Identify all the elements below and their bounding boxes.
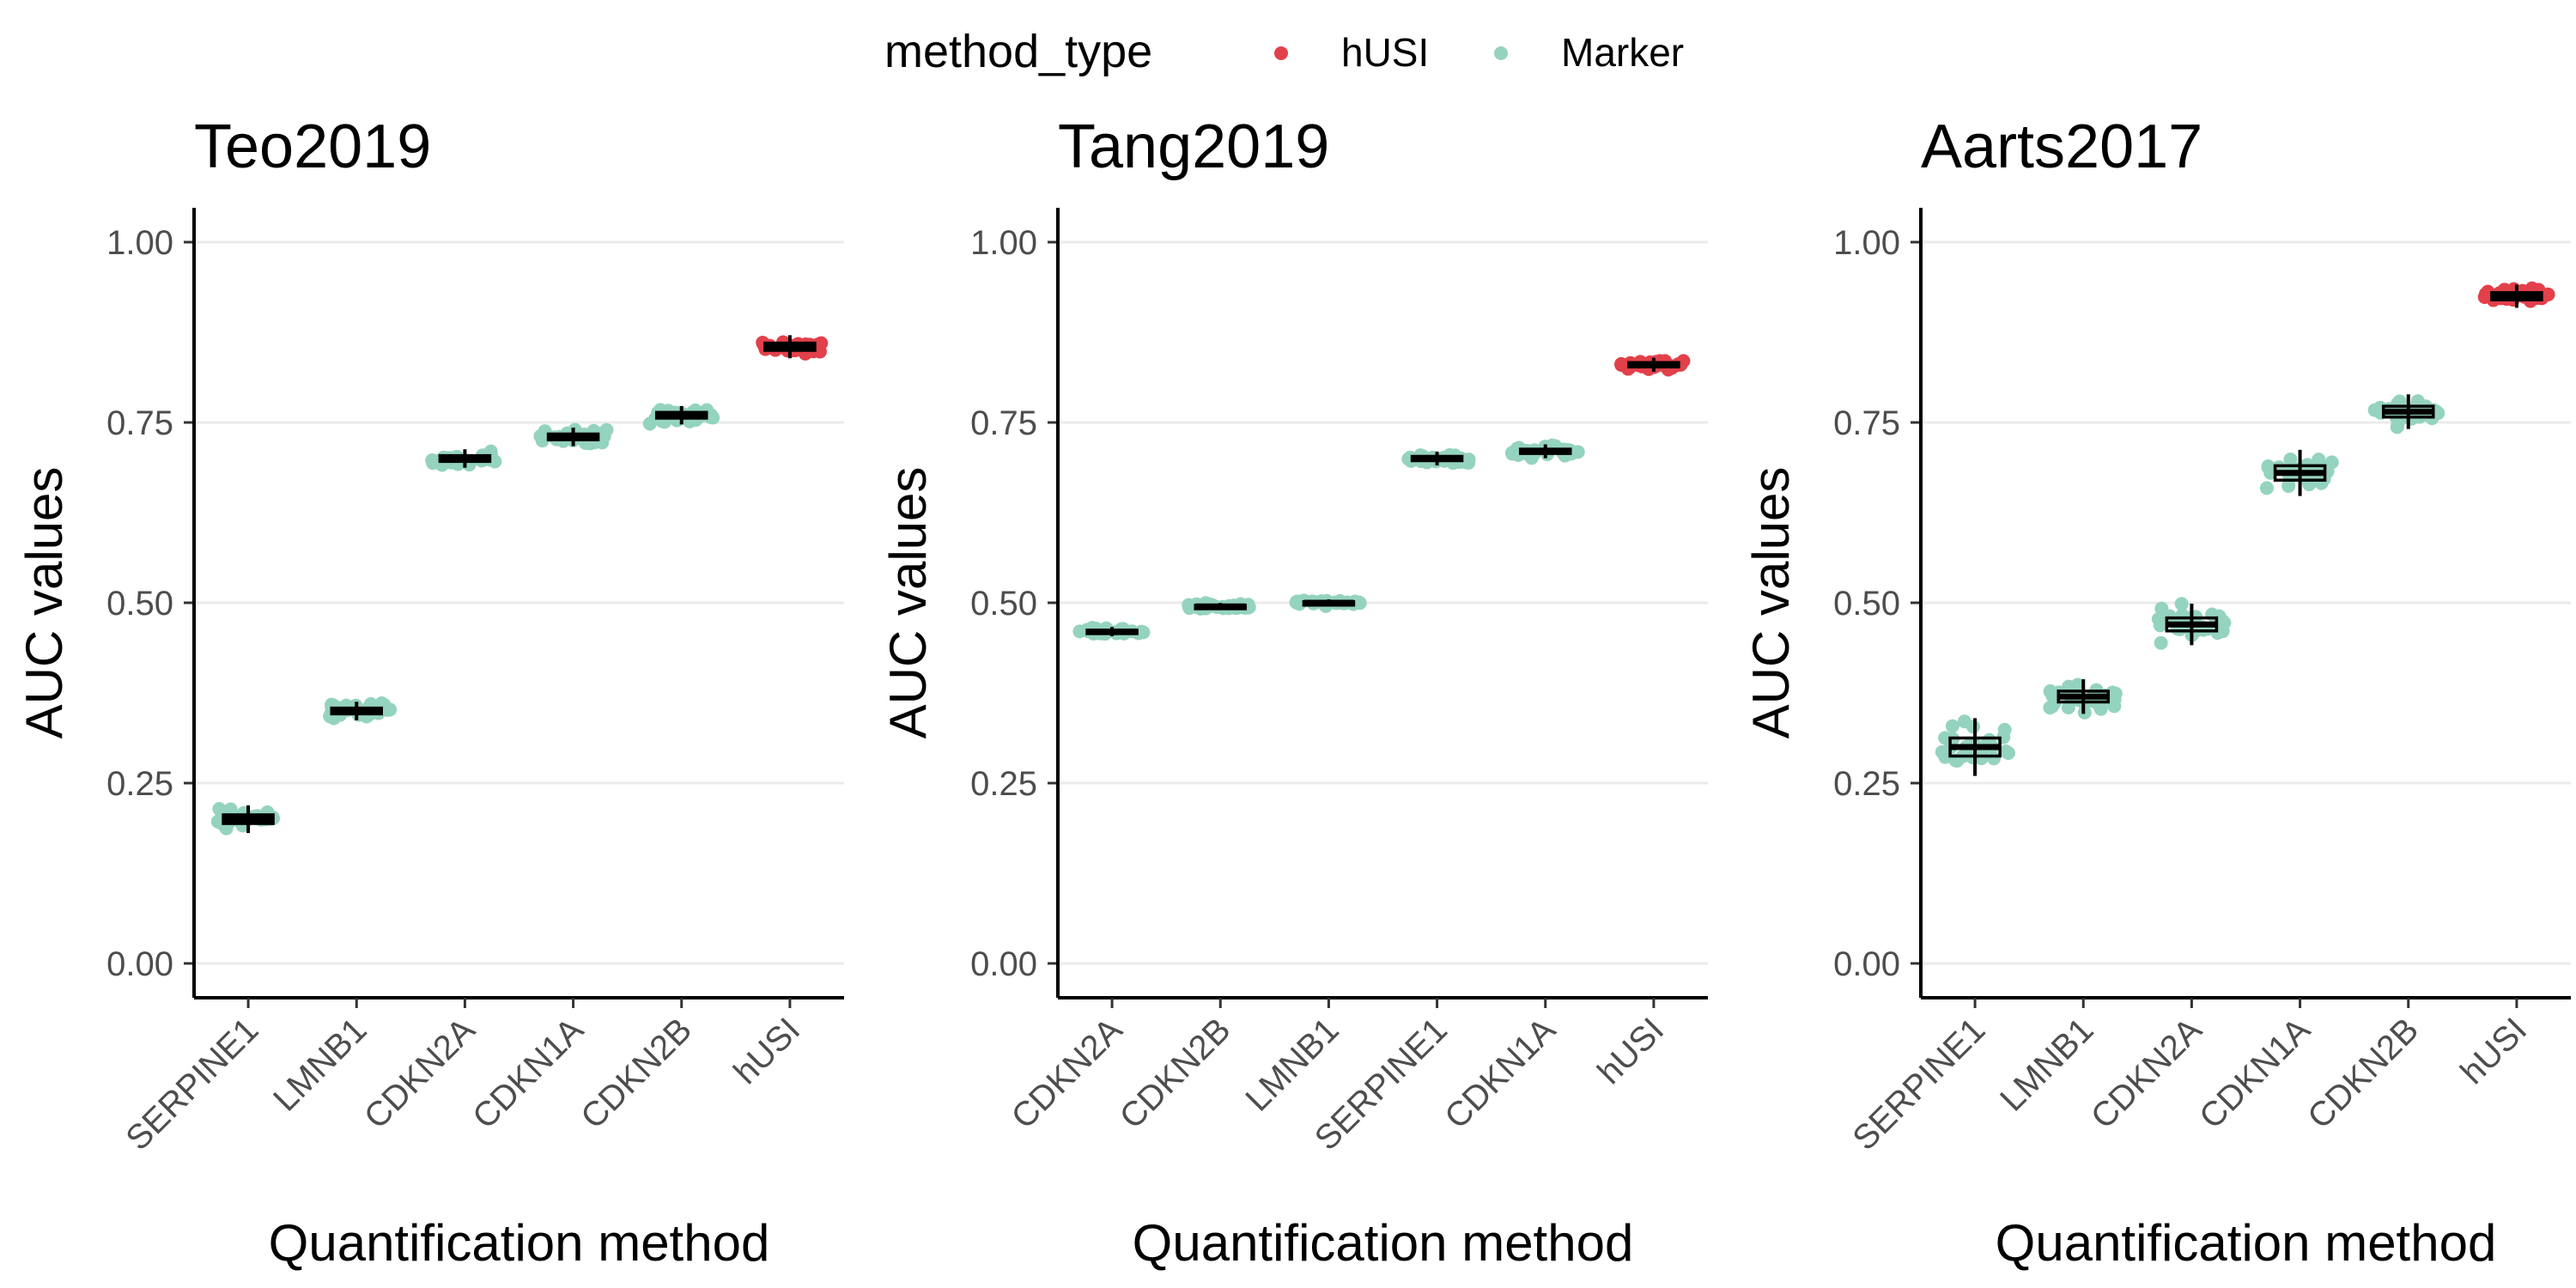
panel-title: Teo2019: [194, 112, 431, 181]
x-tick-label: CDKN2A: [357, 1011, 483, 1136]
data-point: [2061, 700, 2075, 714]
y-tick-label: 0.25: [106, 765, 173, 803]
x-tick-label: CDKN2A: [2084, 1011, 2209, 1136]
y-tick-label: 0.00: [1833, 945, 1900, 983]
y-tick-label: 0.50: [1833, 585, 1900, 623]
y-axis-title: AUC values: [879, 467, 937, 739]
x-tick-label: SERPINE1: [1845, 1011, 1992, 1157]
panel-title: Aarts2017: [1921, 112, 2202, 181]
legend-marker-key: [1494, 46, 1508, 60]
y-tick-label: 0.50: [106, 585, 173, 623]
x-tick-label: CDKN2A: [1005, 1011, 1130, 1136]
data-point: [2259, 481, 2274, 495]
data-point: [2151, 612, 2166, 627]
data-point: [2154, 635, 2168, 650]
legend-marker-label: Marker: [1561, 30, 1684, 75]
y-axis-title: AUC values: [1742, 467, 1800, 739]
data-point: [2174, 597, 2189, 611]
data-point: [642, 416, 657, 431]
legend-hUSI-label: hUSI: [1341, 30, 1429, 75]
y-tick-label: 0.00: [106, 945, 173, 983]
y-tick-label: 1.00: [106, 224, 173, 262]
x-axis-title: Quantification method: [1996, 1214, 2497, 1272]
legend-title: method_type: [884, 26, 1152, 77]
panel-aarts2017: Aarts2017 0.00 0.25 0.50 0.75 1.00 AUC values Q…: [1742, 112, 2571, 1272]
data-point: [2391, 397, 2405, 411]
panel-title: Tang2019: [1058, 112, 1329, 181]
data-point: [1134, 624, 1149, 639]
x-tick-label: CDKN1A: [1437, 1011, 1563, 1136]
data-point: [2283, 453, 2298, 467]
data-point: [426, 456, 440, 471]
y-tick-label: 0.25: [1833, 765, 1900, 803]
data-point: [2045, 689, 2060, 703]
data-point: [1945, 719, 1959, 733]
y-tick-label: 0.50: [970, 585, 1037, 623]
y-tick-label: 0.25: [970, 765, 1037, 803]
x-axis-title: Quantification method: [269, 1214, 770, 1272]
data-point: [2477, 290, 2492, 305]
data-point: [2410, 394, 2425, 409]
x-tick-label: hUSI: [2453, 1011, 2534, 1091]
y-tick-label: 0.75: [106, 404, 173, 442]
y-tick-label: 0.00: [970, 945, 1037, 983]
x-tick-label: CDKN1A: [465, 1011, 591, 1136]
x-tick-label: CDKN2B: [574, 1011, 699, 1136]
legend-hUSI-key: [1274, 46, 1288, 60]
data-point: [2324, 455, 2339, 470]
y-tick-label: 0.75: [1833, 404, 1900, 442]
x-tick-label: CDKN1A: [2192, 1011, 2318, 1136]
y-axis-title: AUC values: [15, 467, 73, 739]
x-tick-label: LMNB1: [266, 1011, 374, 1118]
data-point: [2107, 699, 2122, 714]
data-point: [1997, 722, 2012, 737]
x-tick-label: SERPINE1: [118, 1011, 265, 1157]
x-tick-label: CDKN2B: [1113, 1011, 1238, 1136]
x-tick-label: LMNB1: [1993, 1011, 2100, 1118]
x-axis-title: Quantification method: [1133, 1214, 1634, 1272]
x-tick-label: hUSI: [1590, 1011, 1671, 1091]
data-point: [1965, 720, 1980, 734]
data-point: [1072, 624, 1087, 639]
data-point: [2001, 745, 2015, 760]
x-tick-label: CDKN2B: [2300, 1011, 2426, 1136]
chart-panels: Teo2019 0.00 0.25 0.50 0.75 1.00 AUC values Qua…: [15, 112, 2571, 1272]
y-tick-label: 0.75: [970, 404, 1037, 442]
data-point: [1461, 455, 1476, 470]
legend: method_type hUSI Marker: [884, 26, 1684, 77]
panel-tang2019: Tang2019 0.00 0.25 0.50 0.75 1.00 AUC values Qu…: [879, 112, 1708, 1272]
y-tick-label: 1.00: [1833, 224, 1900, 262]
y-tick-label: 1.00: [970, 224, 1037, 262]
panel-teo2019: Teo2019 0.00 0.25 0.50 0.75 1.00 AUC values Qua…: [15, 112, 844, 1272]
x-tick-label: hUSI: [726, 1011, 807, 1091]
x-tick-label: LMNB1: [1238, 1011, 1346, 1118]
